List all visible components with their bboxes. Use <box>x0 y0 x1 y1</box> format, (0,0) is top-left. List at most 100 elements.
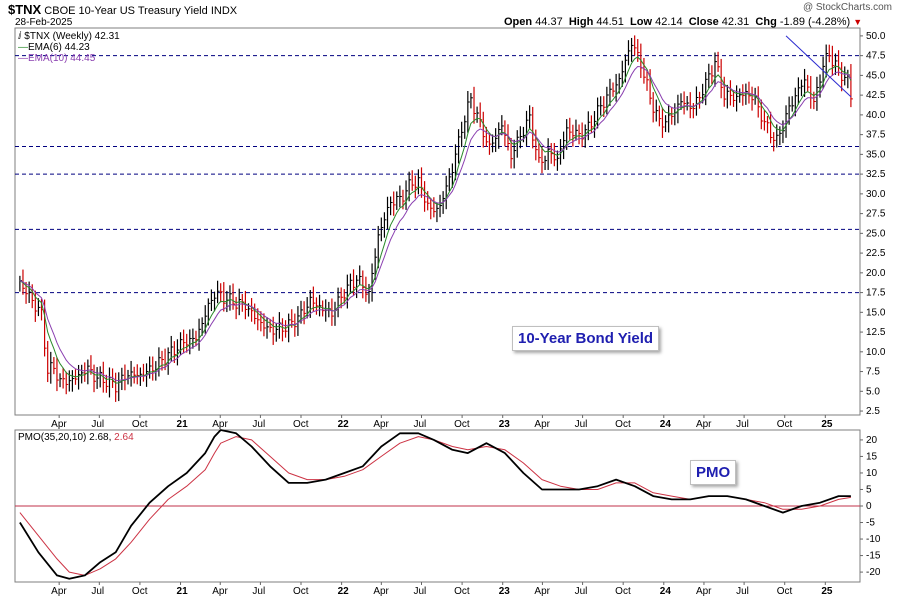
high-value: 44.51 <box>596 16 624 28</box>
x-tick-label: Oct <box>777 586 793 597</box>
change-label: Chg <box>755 16 777 28</box>
price-bars <box>19 35 853 402</box>
x-tick-label: 23 <box>499 419 511 430</box>
y-tick-label: 22.5 <box>866 248 886 259</box>
x-tick-label: Apr <box>51 586 67 597</box>
price-hlines <box>15 55 860 294</box>
price-y-axis: 2.5 5.0 7.5 10.0 12.5 15.0 17.5 20.0 22.5 25.0 27.… <box>860 31 886 417</box>
y-tick-label: -5 <box>866 518 875 529</box>
chart-date: 28-Feb-2025 <box>15 17 73 28</box>
x-tick-label: 24 <box>660 419 672 430</box>
x-tick-label: Oct <box>454 586 470 597</box>
price-legend: ⅈ $TNX (Weekly) 42.31 —EMA(6) 44.23 —EMA… <box>18 31 120 64</box>
y-tick-label: 5 <box>866 484 872 495</box>
y-tick-label: 45.0 <box>866 70 886 81</box>
ema6-line <box>19 56 852 384</box>
x-tick-label: Oct <box>293 419 309 430</box>
pmo-legend-label: PMO(35,20,10) 2.68, <box>18 432 112 443</box>
pmo-line <box>19 429 851 580</box>
price-x-axis: Apr Jul Oct 21 Apr Jul Oct 22 Apr Jul Oct 23 Apr Jul O… <box>51 415 833 430</box>
ticker-symbol: $TNX <box>8 2 42 17</box>
low-value: 42.14 <box>655 16 683 28</box>
legend-ema6: —EMA(6) 44.23 <box>18 42 120 53</box>
x-tick-label: 22 <box>338 586 350 597</box>
watermark: @ StockCharts.com <box>802 2 892 13</box>
x-tick-label: Apr <box>373 419 389 430</box>
pmo-legend: PMO(35,20,10) 2.68, 2.64 <box>18 432 134 443</box>
low-label: Low <box>630 16 653 28</box>
y-tick-label: 20.0 <box>866 268 886 279</box>
ema10-line <box>19 65 852 382</box>
y-tick-label: 10.0 <box>866 347 886 358</box>
trendline <box>785 35 852 98</box>
x-tick-label: 21 <box>177 586 189 597</box>
x-tick-label: 24 <box>660 586 672 597</box>
x-tick-label: Oct <box>132 419 148 430</box>
x-tick-label: 25 <box>821 419 833 430</box>
ohlc-summary: Open 44.37 High 44.51 Low 42.14 Close 42… <box>504 16 862 28</box>
x-tick-label: Jul <box>252 586 265 597</box>
y-tick-label: 42.5 <box>866 90 886 101</box>
y-tick-label: 5.0 <box>866 386 880 397</box>
y-tick-label: 27.5 <box>866 209 886 220</box>
y-tick-label: -20 <box>866 567 881 578</box>
x-tick-label: Apr <box>373 586 389 597</box>
close-label: Close <box>688 16 719 28</box>
y-tick-label: 20 <box>866 435 878 446</box>
y-tick-label: 15 <box>866 451 878 462</box>
ema-lines <box>19 56 852 384</box>
exchange-label: INDX <box>210 5 238 17</box>
security-name: CBOE 10-Year US Treasury Yield <box>44 5 208 17</box>
x-tick-label: Oct <box>615 586 631 597</box>
x-tick-label: 23 <box>499 586 511 597</box>
pmo-x-axis: Apr Jul Oct 21 Apr Jul Oct 22 Apr Jul Oct 23 Apr Jul O… <box>51 582 833 597</box>
y-tick-label: 0 <box>866 501 872 512</box>
high-label: High <box>568 16 594 28</box>
x-tick-label: Jul <box>575 419 588 430</box>
header-title-line: $TNX CBOE 10-Year US Treasury Yield INDX <box>8 2 237 17</box>
open-label: Open <box>504 16 533 28</box>
x-tick-label: Apr <box>534 586 550 597</box>
y-tick-label: -10 <box>866 534 881 545</box>
x-tick-label: 22 <box>338 419 350 430</box>
x-tick-label: Oct <box>132 586 148 597</box>
line-swatch-icon: — <box>18 53 28 64</box>
x-tick-label: Apr <box>212 419 228 430</box>
y-tick-label: -15 <box>866 551 881 562</box>
x-tick-label: Jul <box>252 419 265 430</box>
pmo-y-axis: -20 -15 -10 -5 0 5 10 15 20 <box>860 435 881 578</box>
y-tick-label: 2.5 <box>866 406 880 417</box>
y-tick-label: 30.0 <box>866 189 886 200</box>
y-tick-label: 32.5 <box>866 169 886 180</box>
x-tick-label: Oct <box>293 586 309 597</box>
x-tick-label: Oct <box>777 419 793 430</box>
x-tick-label: Apr <box>51 419 67 430</box>
x-tick-label: Jul <box>413 419 426 430</box>
x-tick-label: 25 <box>821 586 833 597</box>
x-tick-label: Apr <box>534 419 550 430</box>
open-value: 44.37 <box>535 16 563 28</box>
line-swatch-icon: — <box>18 42 28 53</box>
change-value: -1.89 (-4.28%) <box>779 16 851 28</box>
legend-ema6-label: EMA(6) 44.23 <box>28 42 90 53</box>
x-tick-label: Oct <box>454 419 470 430</box>
y-tick-label: 35.0 <box>866 149 886 160</box>
y-tick-label: 12.5 <box>866 327 886 338</box>
y-tick-label: 17.5 <box>866 288 886 299</box>
legend-main: ⅈ $TNX (Weekly) 42.31 <box>18 31 120 42</box>
y-tick-label: 37.5 <box>866 130 886 141</box>
x-tick-label: Apr <box>212 586 228 597</box>
price-annotation-box: 10-Year Bond Yield <box>512 326 660 351</box>
trendline-group <box>785 35 852 98</box>
legend-ema10-label: EMA(10) 44.45 <box>28 53 96 64</box>
x-tick-label: Apr <box>696 419 712 430</box>
y-tick-label: 15.0 <box>866 307 886 318</box>
x-tick-label: Jul <box>575 586 588 597</box>
x-tick-label: Jul <box>736 419 749 430</box>
x-tick-label: 21 <box>177 419 189 430</box>
y-tick-label: 10 <box>866 468 878 479</box>
x-tick-label: Jul <box>91 419 104 430</box>
x-tick-label: Jul <box>413 586 426 597</box>
close-value: 42.31 <box>721 16 750 28</box>
